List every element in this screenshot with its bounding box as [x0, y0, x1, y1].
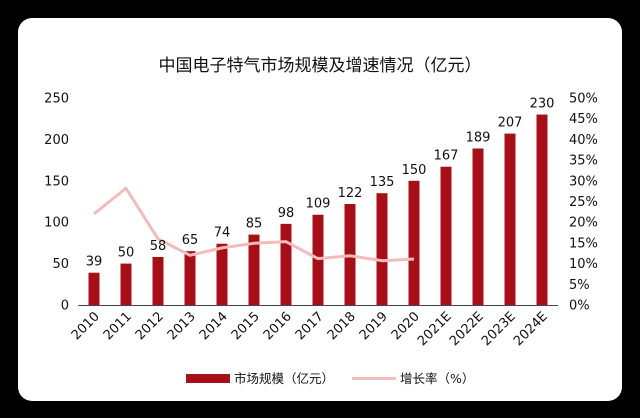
line-series — [93, 186, 415, 263]
bar — [88, 272, 100, 305]
x-tick-label: 2023E — [479, 309, 519, 349]
right-tick-label: 50% — [569, 92, 598, 107]
x-tick-label: 2015 — [229, 309, 263, 343]
right-tick-label: 20% — [569, 216, 598, 231]
left-tick-label: 150 — [44, 174, 69, 189]
right-tick-label: 30% — [569, 174, 598, 189]
bar-data-label: 150 — [402, 163, 427, 178]
bar — [408, 180, 420, 305]
bar — [120, 263, 132, 305]
x-tick-label: 2019 — [357, 309, 391, 343]
x-tick-label: 2011 — [101, 309, 135, 343]
legend-swatch-bar — [186, 374, 230, 383]
bar — [536, 114, 548, 305]
bar — [376, 193, 388, 305]
right-tick-label: 25% — [569, 195, 598, 210]
bar-data-label: 74 — [214, 226, 231, 241]
left-tick-label: 50 — [52, 257, 69, 272]
bar-data-label: 65 — [182, 233, 199, 248]
left-axis: 0 50 100 150 200 250 — [44, 92, 69, 314]
bar — [216, 243, 228, 305]
bar-data-label: 50 — [118, 246, 135, 261]
x-tick-label: 2012 — [133, 309, 167, 343]
bar-data-label: 135 — [370, 175, 395, 190]
bar-data-label: 85 — [246, 217, 263, 232]
x-axis: 2010201120122013201420152016201720182019… — [69, 309, 551, 349]
bar — [184, 251, 196, 305]
left-tick-label: 200 — [44, 133, 69, 148]
legend-label-line: 增长率（%） — [400, 371, 474, 386]
bar — [440, 166, 452, 305]
x-tick-label: 2024E — [511, 309, 551, 349]
bar — [472, 148, 484, 305]
right-tick-label: 45% — [569, 112, 598, 127]
bar-data-label: 167 — [434, 149, 459, 164]
right-axis: 0% 5% 10% 15% 20% 25% 30% 35% 40% 45% 50% — [569, 92, 598, 314]
x-tick-label: 2014 — [197, 309, 231, 343]
x-tick-label: 2022E — [447, 309, 487, 349]
right-tick-label: 10% — [569, 257, 598, 272]
bar-data-label: 58 — [150, 239, 167, 254]
bar-data-label: 189 — [466, 131, 491, 146]
right-tick-label: 0% — [569, 299, 590, 314]
bar — [504, 133, 516, 305]
x-tick-label: 2018 — [325, 309, 359, 343]
x-tick-label: 2021E — [415, 309, 455, 349]
chart-svg: 中国电子特气市场规模及增速情况（亿元） 0 50 100 150 200 250 0% 5%… — [44, 56, 598, 386]
bar-data-label: 122 — [338, 186, 363, 201]
legend-label-bar: 市场规模（亿元） — [234, 371, 334, 386]
bar — [152, 256, 164, 305]
left-tick-label: 0 — [61, 299, 69, 314]
left-tick-label: 100 — [44, 216, 69, 231]
bar-data-labels: 39 50 58 65 74 85 98 109 122 135 150 167 189 207 230 — [86, 97, 555, 270]
right-tick-label: 40% — [569, 133, 598, 148]
chart-card: 中国电子特气市场规模及增速情况（亿元） 0 50 100 150 200 250 0% 5%… — [18, 18, 622, 401]
chart-title: 中国电子特气市场规模及增速情况（亿元） — [159, 56, 482, 76]
right-tick-label: 5% — [569, 278, 590, 293]
x-tick-label: 2017 — [293, 309, 327, 343]
bar-data-label: 39 — [86, 255, 103, 270]
x-tick-label: 2013 — [165, 309, 199, 343]
bar — [280, 223, 292, 305]
x-tick-label: 2010 — [69, 309, 103, 343]
x-tick-label: 2016 — [261, 309, 295, 343]
legend: 市场规模（亿元） 增长率（%） — [186, 371, 474, 386]
right-tick-label: 35% — [569, 154, 598, 169]
bar-data-label: 230 — [530, 97, 555, 112]
bar-data-label: 109 — [306, 197, 331, 212]
right-tick-label: 15% — [569, 236, 598, 251]
bar-data-label: 98 — [278, 206, 295, 221]
left-tick-label: 250 — [44, 92, 69, 107]
bar-data-label: 207 — [498, 116, 523, 131]
bar — [248, 234, 260, 305]
